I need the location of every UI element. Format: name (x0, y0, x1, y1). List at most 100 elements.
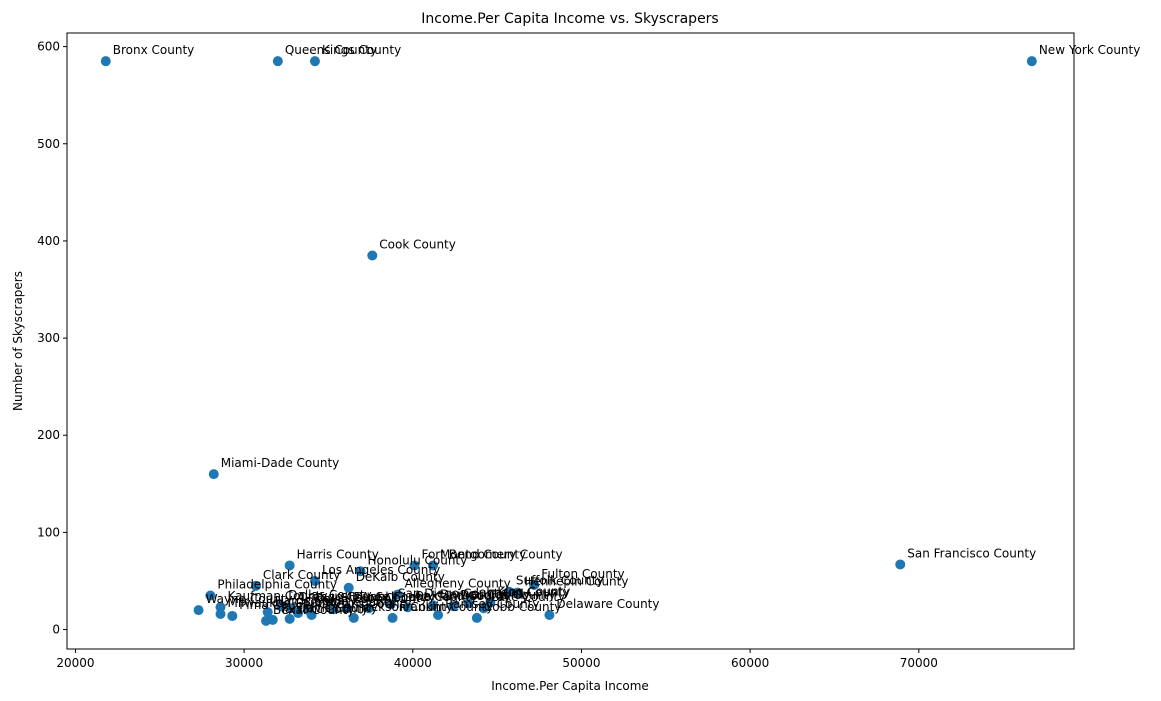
point-label: Bronx County (113, 43, 195, 57)
data-point (471, 612, 482, 623)
point-label: Kings County (322, 43, 401, 57)
x-tick-label: 60000 (731, 656, 769, 670)
data-point (409, 560, 420, 571)
point-label: Jackson County (360, 600, 453, 614)
point-label: Bexar County (273, 603, 354, 617)
data-point (284, 613, 295, 624)
point-label: Tarrant County (279, 602, 369, 616)
point-label: Los Angeles County (322, 563, 440, 577)
point-label: Milwaukee County (227, 596, 337, 610)
point-label: New York County (1039, 43, 1141, 57)
data-point (387, 612, 398, 623)
data-point (250, 580, 261, 591)
point-label: Miami-Dade County (221, 456, 340, 470)
x-axis-label: Income.Per Capita Income (491, 679, 649, 693)
data-point (355, 566, 366, 577)
data-point (284, 560, 295, 571)
point-label: Wayne County (206, 592, 293, 606)
data-point (276, 601, 287, 612)
point-label: Johnson County (474, 585, 569, 599)
data-point (208, 469, 219, 480)
data-point (478, 603, 489, 614)
chart-title: Income.Per Capita Income vs. Skyscrapers (421, 11, 718, 27)
x-tick-label: 50000 (562, 656, 600, 670)
point-label: Fort Bend County (421, 547, 526, 561)
data-point (227, 610, 238, 621)
data-point (428, 560, 439, 571)
data-point (544, 609, 555, 620)
point-label: Suffolk County (516, 574, 604, 588)
data-point (328, 604, 339, 615)
data-point (463, 598, 474, 609)
point-label: Pima County (239, 598, 315, 612)
point-label: Cobb County (484, 600, 562, 614)
point-label: San Francisco County (907, 546, 1036, 560)
data-point (529, 579, 540, 590)
data-point (512, 587, 523, 598)
point-label: Kaufman County (227, 589, 327, 603)
x-tick-label: 40000 (394, 656, 432, 670)
point-label: Hennepin County (524, 575, 628, 589)
y-tick-label: 200 (37, 428, 60, 442)
data-point (433, 609, 444, 620)
data-point (215, 609, 226, 620)
point-label: Queens County (285, 43, 377, 57)
data-point (309, 56, 320, 67)
data-point (503, 586, 514, 597)
point-label: Salt Lake County (376, 590, 477, 604)
point-label: Franklin County (400, 600, 494, 614)
x-tick-label: 30000 (225, 656, 263, 670)
data-point (895, 559, 906, 570)
point-label: San Diego County (398, 586, 506, 600)
data-point (261, 615, 272, 626)
data-point (100, 56, 111, 67)
point-label: Harris County (275, 594, 357, 608)
point-label: Allegheny County (405, 577, 511, 591)
data-point (367, 250, 378, 261)
point-label: Harris County (297, 547, 379, 561)
data-point (1026, 56, 1037, 67)
data-point (402, 602, 413, 613)
data-point (485, 597, 496, 608)
point-label: Lake County (491, 590, 565, 604)
data-point (343, 582, 354, 593)
point-label: Orange County (298, 590, 389, 604)
data-point (272, 56, 283, 67)
y-tick-label: 600 (37, 40, 60, 54)
y-tick-label: 300 (37, 331, 60, 345)
data-point (306, 609, 317, 620)
data-point (348, 612, 359, 623)
data-point (193, 605, 204, 616)
point-label: Douglas County (460, 588, 555, 602)
point-label: King County (497, 584, 570, 598)
y-tick-label: 100 (37, 525, 60, 539)
data-point (262, 607, 273, 618)
point-label: Philadelphia County (217, 578, 337, 592)
data-point (205, 590, 216, 601)
y-tick-label: 500 (37, 137, 60, 151)
point-label: Oakland County (415, 589, 511, 603)
x-tick-label: 70000 (900, 656, 938, 670)
point-label: Ramsey County (445, 597, 539, 611)
point-label: Shelby County (341, 591, 428, 605)
point-label: Clark County (263, 568, 341, 582)
data-point (385, 599, 396, 610)
data-point (392, 589, 403, 600)
y-tick-label: 0 (52, 623, 60, 637)
y-tick-label: 400 (37, 234, 60, 248)
point-label: Travis County (296, 601, 378, 615)
point-label: Denton County (305, 595, 395, 609)
point-label: Duval County (354, 590, 435, 604)
point-label: Montgomery County (440, 547, 563, 561)
point-label: Orleans County (319, 597, 412, 611)
point-label: Honolulu County (367, 553, 467, 567)
x-tick-label: 20000 (56, 656, 94, 670)
data-point (448, 601, 459, 612)
data-point (428, 600, 439, 611)
point-label: DeKalb County (356, 570, 445, 584)
point-label: Denver County (440, 587, 530, 601)
y-axis-label: Number of Skyscrapers (11, 271, 25, 411)
